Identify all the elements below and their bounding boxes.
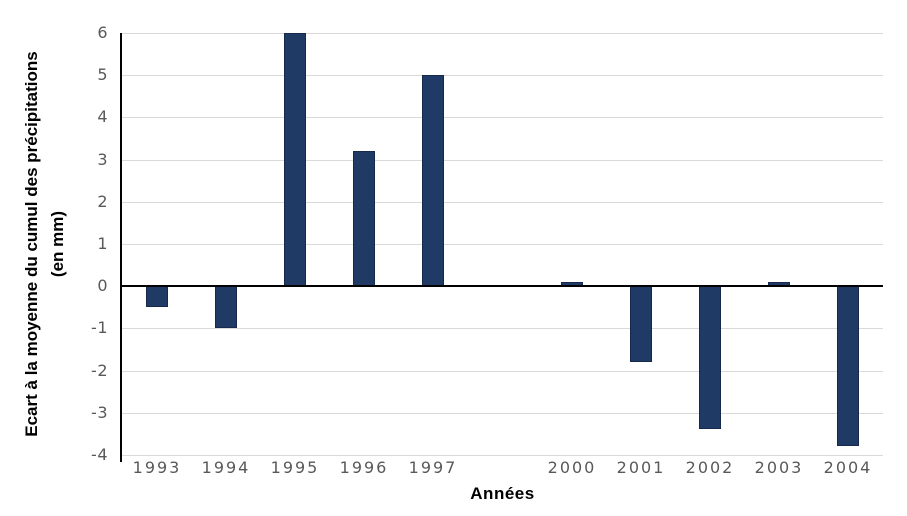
plot-area (122, 33, 883, 456)
gridline-y--4 (122, 455, 883, 456)
x-tick-label-1997: 1997 (408, 458, 458, 477)
y-tick-label--4: -4 (91, 445, 108, 464)
bar-2001 (630, 286, 652, 362)
gridline-y-3 (122, 160, 883, 161)
y-axis-line (120, 33, 122, 462)
x-tick-label-2001: 2001 (616, 458, 666, 477)
x-tick-label-2004: 2004 (823, 458, 873, 477)
gridline-y-6 (122, 33, 883, 34)
bar-1996 (353, 151, 375, 286)
y-axis-title-line1: Ecart à la moyenne du cumul des précipit… (22, 51, 41, 437)
x-tick-label-2002: 2002 (685, 458, 735, 477)
gridline-y-1 (122, 244, 883, 245)
bar-1997 (422, 75, 444, 286)
gridline-y--3 (122, 413, 883, 414)
zero-axis-line (122, 285, 883, 287)
y-tick-label-5: 5 (97, 65, 108, 84)
y-tick-label--2: -2 (91, 361, 108, 380)
bar-1994 (215, 286, 237, 328)
bar-1993 (146, 286, 168, 307)
x-tick-label-1993: 1993 (132, 458, 182, 477)
x-tick-label-1994: 1994 (201, 458, 251, 477)
y-tick-label-0: 0 (97, 276, 108, 295)
x-axis-title: Années (470, 484, 535, 503)
gridline-y-5 (122, 75, 883, 76)
gridline-y--2 (122, 371, 883, 372)
y-tick-label-3: 3 (97, 150, 108, 169)
bar-1995 (284, 33, 306, 286)
x-tick-label-1995: 1995 (270, 458, 320, 477)
x-tick-label-1996: 1996 (339, 458, 389, 477)
y-tick-label-1: 1 (97, 234, 108, 253)
x-tick-label-2003: 2003 (754, 458, 804, 477)
bar-2002 (699, 286, 721, 429)
y-tick-label--1: -1 (91, 318, 108, 337)
y-tick-label-2: 2 (97, 192, 108, 211)
x-tick-label-2000: 2000 (547, 458, 597, 477)
gridline-y--1 (122, 328, 883, 329)
y-tick-label-4: 4 (97, 107, 108, 126)
gridline-y-2 (122, 202, 883, 203)
gridline-y-4 (122, 117, 883, 118)
y-tick-label-6: 6 (97, 23, 108, 42)
y-tick-label--3: -3 (91, 403, 108, 422)
bar-2004 (837, 286, 859, 446)
